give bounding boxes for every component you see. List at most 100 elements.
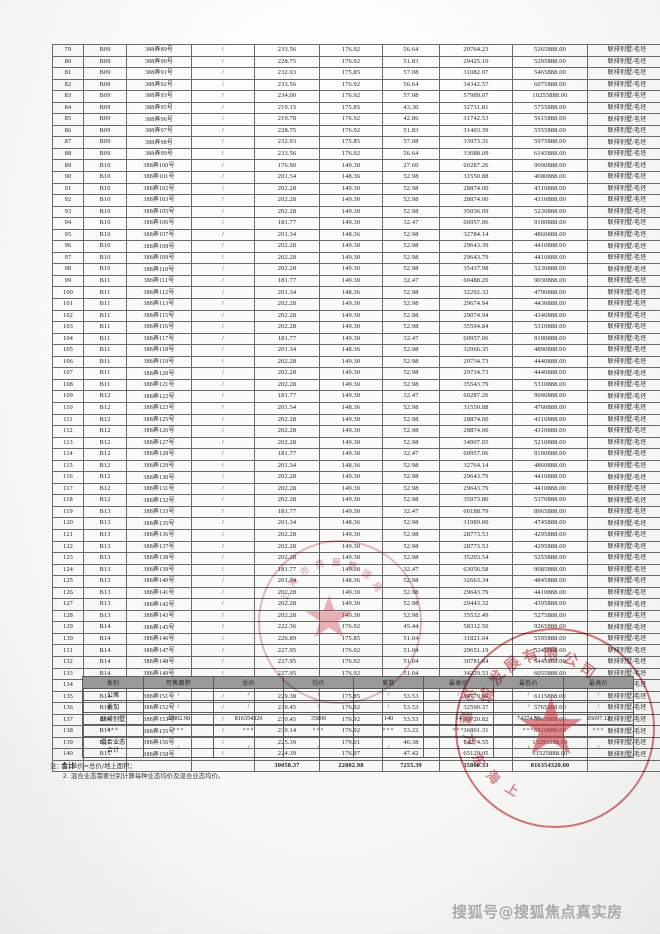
cell-地下面积: 52.98 [382,240,440,253]
cell-总价: 4760888.00 [512,401,588,415]
cell-楼栋: B11 [83,274,127,288]
cell-地上面积: 149.30 [319,355,383,369]
cell-业态/装修: 联排别墅/毛坯 [587,494,660,507]
cell-分割: / [191,632,255,646]
cell-总价: 5205888.00 [512,55,588,69]
cell-建筑面积: 181.77 [254,563,320,577]
cell-建筑面积: 201.34 [254,401,320,415]
cell-房号: 388弄108号 [126,240,192,253]
cell-单价: 60957.06 [439,448,513,461]
cell-建筑面积: 233.56 [254,44,320,57]
cell-序号: 132 [52,656,84,669]
cell-楼栋: B12 [83,413,127,427]
cell-地下面积: 52.98 [382,609,440,623]
table-row: 132 B14 388弄148号/227.95 176.92 51.04 30781.64… [52,656,660,669]
cell-业态/装修: 联排别墅/毛坯 [587,505,660,519]
cell-建筑面积: 201.34 [254,344,320,357]
cell-楼栋: B13 [83,575,127,588]
cell-建筑面积: 202.28 [254,298,320,311]
cell-地下面积: 52.98 [382,575,440,588]
table-row: 87 B09 388弄98号/232.93 175.85 57.08 33973.31 59… [52,136,660,149]
cell-序号: 138 [52,725,84,738]
cell-单价: 32292.32 [439,286,513,300]
cell-总价: 9100888.00 [512,217,588,230]
table-row: 115 B12 388弄129号/201.34 148.36 52.98 32764.14… [52,459,660,473]
cell-房号: 388弄131号 [126,482,192,496]
cell-单价: 31403.39 [439,124,513,138]
total-cell: 35800.33 [439,759,513,773]
cell-地上面积: 149.30 [319,240,383,253]
cell-楼栋: B10 [83,263,127,276]
cell-楼栋: B13 [83,505,127,519]
cell-序号: 122 [52,540,84,554]
summary-header-2: 总价 [213,676,284,689]
cell-序号: 97 [52,251,84,265]
total-cell: 816354320.00 [512,759,588,773]
cell-分割: / [191,528,255,542]
cell-业态/装修: 联排别墅/毛坯 [587,644,660,657]
cell-建筑面积: 232.93 [254,67,320,80]
cell-地上面积: 176.92 [319,113,383,126]
cell-地上面积: 176.92 [319,644,383,657]
summary-header-5: 最高价 [423,676,494,689]
cell-分割: / [191,413,255,427]
cell-单价: 35203.54 [439,552,513,565]
cell-地上面积: 148.36 [319,517,383,530]
cell-地上面积: 175.85 [319,101,383,115]
cell-房号: 388弄111号 [126,274,192,288]
table-row: 122 B13 388弄137号/202.28 149.30 52.98 28773.53… [52,540,660,554]
cell-单价: 35532.49 [439,609,513,623]
cell-分割: / [191,459,255,473]
cell-房号: 388弄135号 [126,517,192,530]
cell-总价: 5370888.00 [512,494,588,507]
cell-楼栋: B14 [83,632,127,646]
cell-地下面积: 52.98 [382,298,440,311]
cell-楼栋: B13 [83,586,127,600]
cell-单价: 63056.58 [439,563,513,577]
cell-房号: 388弄89号 [126,44,192,57]
table-row: 98 B10 388弄110号/202.28 149.30 52.98 35437.98 5… [52,263,660,276]
cell-地下面积: 52.98 [382,194,440,207]
cell-楼栋: B09 [83,44,127,57]
cell-总价: 5555888.00 [512,124,588,138]
cell-总价: 4890888.00 [512,344,588,357]
table-row: 101 B11 388弄113号/202.28 149.30 52.98 29674.94… [52,298,660,311]
cell-楼栋: B12 [83,436,127,450]
cell-序号: 140 [52,748,84,761]
table-row: 85 B09 388弄96号/219.78 176.92 42.86 31742.53 56… [52,113,660,126]
cell-地下面积: 32.47 [382,217,440,230]
cell-序号: 108 [52,378,84,392]
cell-建筑面积: 228.75 [254,55,320,69]
cell-业态/装修: 联排别墅/毛坯 [587,344,660,357]
cell-序号: 113 [52,436,84,450]
cell-业态/装修: 联排别墅/毛坯 [587,609,660,623]
sohu-watermark: 搜狐号@搜狐焦点真实房 [452,903,623,921]
cell-业态/装修: 联排别墅/毛坯 [587,263,660,276]
cell-分割: / [191,182,255,196]
cell-单价: 28773.53 [439,528,513,542]
cell-地下面积: 45.44 [382,621,440,634]
cell-业态/装修: 联排别墅/毛坯 [587,528,660,542]
cell-单价: 29643.39 [439,240,513,253]
cell-业态/装修: 联排别墅/毛坯 [587,552,660,565]
summary-category: 联排别墅 [82,712,144,725]
cell-地上面积: 176.92 [319,621,383,634]
cell-序号: 110 [52,401,84,415]
summary-mixed-value: / [283,736,354,758]
cell-分割: / [191,251,255,265]
table-row: 89 B10 388弄100号/176.90 149.30 27.60 60287.26 9… [52,159,660,172]
table-row: 97 B10 388弄109号/202.28 149.30 52.98 29643.79 4… [52,251,660,265]
cell-分割: / [191,656,255,669]
cell-总价: 8965888.00 [512,505,588,519]
cell-房号: 388弄120号 [126,367,192,380]
cell-分割: / [191,240,255,253]
table-row: 121 B13 388弄136号/202.28 149.30 52.98 28773.53… [52,528,660,542]
cell-建筑面积: 219.15 [254,101,320,115]
cell-总价: 4310888.00 [512,425,588,438]
cell-房号: 388弄138号 [126,552,192,565]
table-row: 86 B09 388弄97号/228.75 176.92 51.83 31403.39 55… [52,124,660,138]
summary-header-1: 可售面积 [143,676,214,689]
cell-地下面积: 57.08 [382,136,440,149]
cell-序号: 85 [52,113,84,126]
cell-房号: 388弄103号 [126,194,192,207]
